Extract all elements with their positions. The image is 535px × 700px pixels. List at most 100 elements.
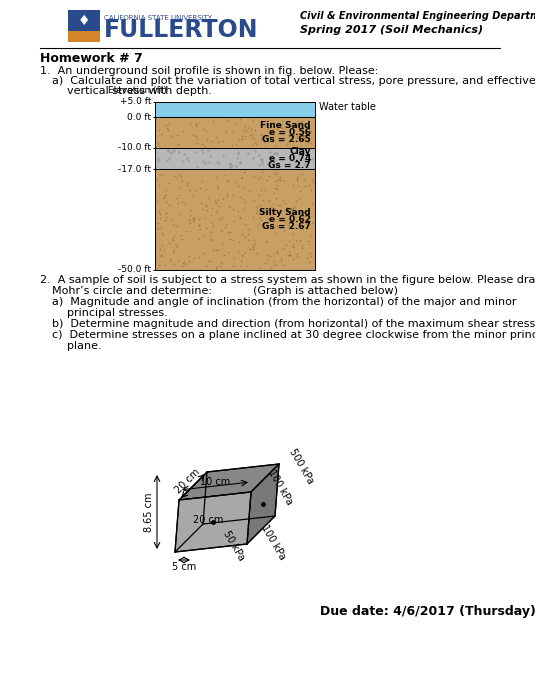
Point [180, 148, 189, 159]
Point [236, 192, 244, 203]
Point [173, 197, 182, 209]
Point [292, 131, 301, 142]
Point [257, 128, 265, 139]
Point [261, 206, 270, 217]
Point [164, 145, 173, 156]
Point [209, 244, 217, 255]
Point [292, 122, 300, 133]
Point [224, 246, 233, 258]
Point [271, 182, 279, 193]
Point [296, 186, 304, 197]
Point [293, 132, 302, 144]
Point [252, 139, 261, 150]
Point [202, 260, 211, 272]
Point [182, 153, 191, 164]
Point [265, 209, 274, 220]
Point [178, 260, 186, 272]
Point [161, 190, 170, 201]
Point [229, 234, 238, 246]
Point [257, 154, 266, 165]
Point [241, 120, 250, 131]
Point [247, 124, 255, 135]
Point [289, 202, 298, 214]
Point [296, 153, 304, 164]
Point [240, 182, 248, 193]
Point [272, 246, 281, 257]
Point [262, 236, 271, 247]
Point [258, 156, 267, 167]
Point [268, 218, 277, 230]
Point [288, 211, 297, 222]
Point [228, 161, 236, 172]
Point [305, 230, 314, 241]
Text: 500 kPa: 500 kPa [287, 447, 315, 485]
Point [182, 177, 191, 188]
Point [255, 159, 263, 170]
Point [221, 125, 230, 136]
Point [174, 139, 182, 150]
Point [296, 212, 304, 223]
Point [270, 248, 278, 259]
Text: +5.0 ft: +5.0 ft [119, 97, 151, 106]
Point [219, 250, 228, 261]
Point [195, 116, 204, 127]
Point [219, 193, 227, 204]
Point [206, 150, 215, 162]
Point [213, 157, 221, 168]
Point [270, 166, 278, 177]
Text: -17.0 ft: -17.0 ft [118, 164, 151, 174]
Point [249, 153, 257, 164]
Point [189, 214, 197, 225]
Point [261, 257, 270, 268]
Point [236, 156, 244, 167]
Point [278, 242, 287, 253]
Point [195, 220, 203, 231]
Point [279, 175, 287, 186]
Point [276, 172, 285, 183]
Point [269, 199, 278, 210]
Point [270, 203, 279, 214]
Point [293, 172, 302, 183]
Point [296, 208, 305, 219]
Point [197, 197, 205, 209]
Point [281, 240, 290, 251]
Point [284, 249, 292, 260]
Point [169, 218, 178, 230]
Point [284, 219, 292, 230]
Point [175, 147, 184, 158]
Point [206, 230, 215, 241]
Point [255, 212, 264, 223]
Point [175, 209, 184, 220]
Text: Fine Sand: Fine Sand [261, 121, 311, 130]
Point [238, 204, 247, 215]
Point [267, 202, 276, 213]
Point [297, 241, 306, 252]
Point [228, 139, 236, 150]
Point [284, 136, 293, 148]
Point [218, 212, 226, 223]
Point [307, 125, 316, 136]
Point [262, 202, 270, 214]
Point [213, 204, 221, 216]
Point [203, 134, 211, 146]
Point [269, 156, 278, 167]
Point [162, 119, 171, 130]
Bar [68, 10, 100, 42]
Point [208, 135, 217, 146]
Point [181, 258, 189, 270]
Point [192, 162, 201, 173]
Point [239, 125, 248, 136]
Point [175, 183, 184, 194]
Point [287, 204, 295, 215]
Point [244, 185, 253, 196]
Point [238, 172, 247, 183]
Text: 8.65 cm: 8.65 cm [144, 492, 154, 532]
Point [207, 209, 216, 220]
Text: 2.  A sample of soil is subject to a stress system as shown in the figure below.: 2. A sample of soil is subject to a stre… [40, 275, 535, 285]
Point [173, 129, 181, 140]
Point [300, 132, 308, 143]
Point [239, 193, 248, 204]
Point [270, 188, 278, 199]
Point [185, 255, 193, 266]
Point [215, 213, 224, 224]
